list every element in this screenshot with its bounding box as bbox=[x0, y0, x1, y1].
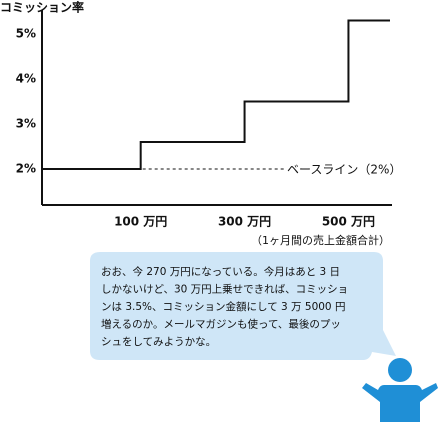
x-tick-label: 300 万円 bbox=[218, 215, 271, 229]
step-line bbox=[42, 19, 390, 170]
speech-text: しかないけど、30 万円上乗せできれば、コミッショ bbox=[101, 284, 348, 296]
speech-bubble bbox=[90, 252, 396, 360]
x-tick-label: 500 万円 bbox=[322, 215, 375, 229]
y-tick-label: 4% bbox=[16, 72, 36, 86]
speech-text: おお、今 270 万円になっている。今月はあと 3 日 bbox=[101, 265, 340, 278]
baseline-label: ベースライン（2%） bbox=[287, 163, 401, 177]
y-tick-label: 2% bbox=[16, 162, 36, 176]
speech-text: ンは 3.5%、コミッション金額にして 3 万 5000 円 bbox=[101, 300, 345, 313]
y-tick-label: 3% bbox=[16, 117, 36, 131]
person-icon bbox=[362, 358, 438, 422]
y-tick-label: 5% bbox=[16, 27, 36, 41]
speech-text: 増えるのか。メールマガジンも使って、最後のプッ bbox=[101, 318, 341, 331]
x-tick-label: 100 万円 bbox=[114, 215, 167, 229]
y-axis-label: コミッション率 bbox=[0, 0, 84, 15]
x-axis-label: （1ヶ月間の売上金額合計） bbox=[251, 233, 390, 247]
speech-text: シュをしてみようかな。 bbox=[101, 336, 216, 348]
